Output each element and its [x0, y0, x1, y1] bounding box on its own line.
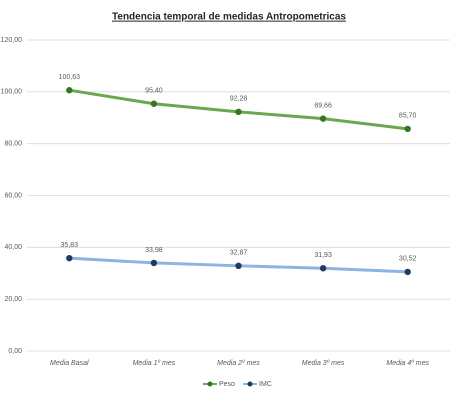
data-point [66, 254, 73, 262]
y-tick-label: 40,00 [4, 244, 22, 251]
x-tick-label: Media 4º mes [386, 360, 429, 367]
y-tick-label: 80,00 [4, 141, 22, 148]
data-label: 31,93 [314, 252, 332, 259]
y-tick-label: 0,00 [8, 348, 22, 355]
data-label: 35,83 [61, 242, 79, 249]
data-label: 95,40 [145, 88, 163, 95]
data-label: 100,63 [59, 74, 81, 81]
data-point [404, 125, 411, 133]
x-tick-label: Media Basal [50, 360, 89, 367]
data-point [66, 87, 73, 94]
x-tick-label: Media 3º mes [302, 360, 345, 367]
data-label: 33,98 [145, 247, 163, 254]
legend-marker [207, 381, 213, 387]
data-label: 30,52 [399, 256, 417, 263]
y-tick-label: 20,00 [4, 296, 22, 303]
chart-title: Tendencia temporal de medidas Antropomet… [112, 12, 346, 23]
data-label: 32,87 [230, 250, 248, 257]
data-label: 85,70 [399, 113, 417, 120]
y-tick-label: 60,00 [4, 192, 22, 199]
data-label: 89,66 [314, 102, 332, 109]
legend-marker [247, 381, 253, 387]
data-point [150, 259, 158, 267]
data-point [319, 265, 327, 272]
data-point [235, 262, 242, 270]
x-tick-label: Media 1º mes [133, 360, 176, 367]
data-point [319, 115, 327, 122]
x-tick-label: Media 2º mes [217, 360, 260, 367]
y-tick-label: 100,00 [1, 89, 23, 96]
data-point [404, 268, 411, 276]
legend-label: Peso [219, 381, 235, 388]
legend-label: IMC [259, 381, 272, 388]
data-point [235, 108, 242, 116]
data-label: 92,28 [230, 96, 248, 103]
data-point [150, 100, 158, 107]
y-tick-label: 120,00 [1, 37, 23, 44]
